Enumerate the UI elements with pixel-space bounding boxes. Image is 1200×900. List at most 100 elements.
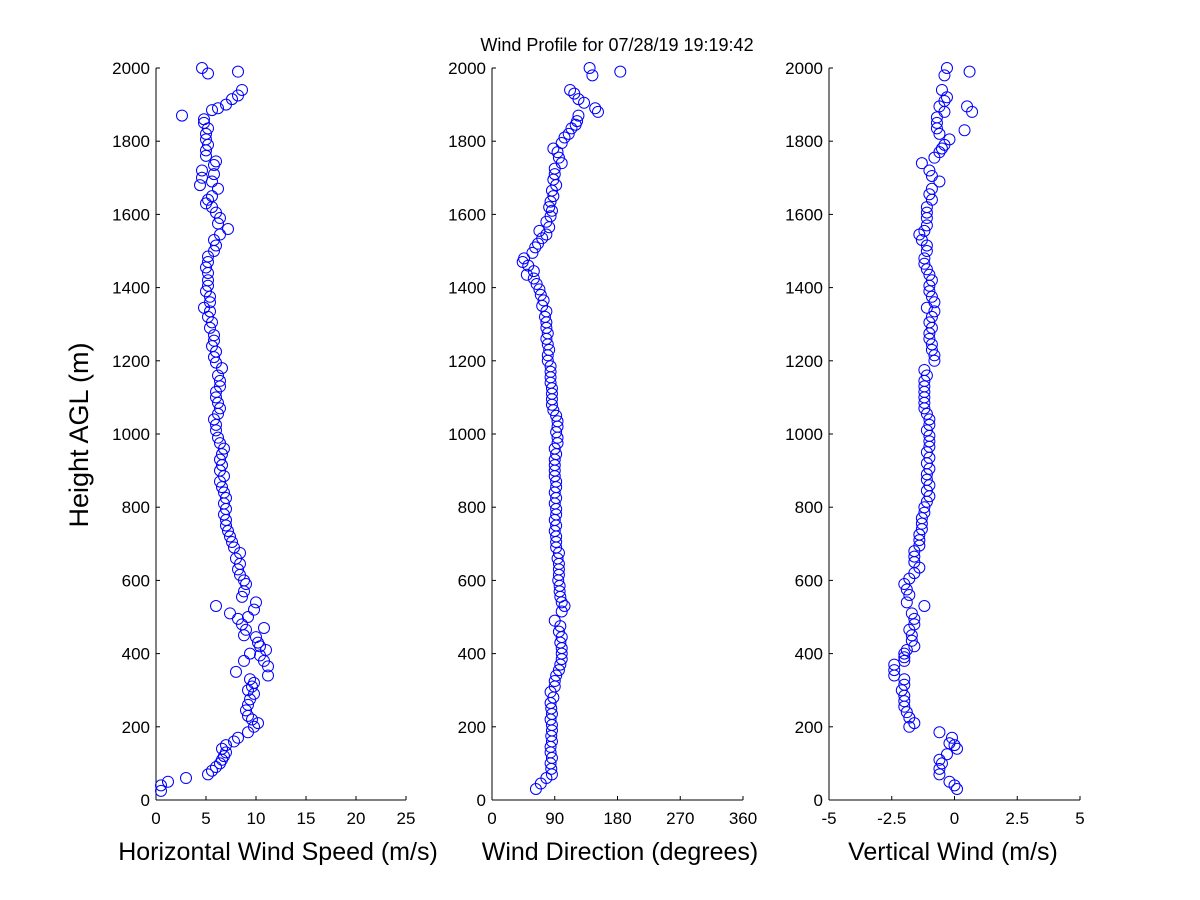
- data-point: [920, 245, 933, 257]
- x-tick-label: 0: [487, 809, 496, 828]
- data-point: [923, 164, 936, 177]
- data-point: [534, 288, 547, 301]
- data-point: [242, 698, 254, 711]
- y-tick-label: 400: [795, 645, 823, 664]
- data-point: [923, 435, 936, 448]
- data-point: [923, 268, 936, 281]
- data-point: [925, 343, 938, 356]
- data-point: [918, 252, 931, 265]
- data-point: [220, 492, 232, 505]
- panel-horizontal-wind-speed: 0 200 400 600 800 1000 1200 1400 1600 1800 2000 0 5 1…: [112, 59, 438, 866]
- data-point: [202, 274, 214, 287]
- y-tick-label: 1400: [785, 279, 823, 298]
- data-point: [545, 204, 558, 217]
- data-point: [935, 757, 948, 770]
- data-point: [571, 115, 584, 128]
- y-tick-label: 800: [122, 498, 150, 517]
- x-tick-label: 0: [950, 809, 959, 828]
- x-axis-title: Wind Direction (degrees): [482, 838, 759, 866]
- data-point: [210, 155, 222, 168]
- data-point: [212, 431, 224, 444]
- data-point: [536, 232, 549, 245]
- data-point: [908, 640, 921, 653]
- data-point: [935, 142, 948, 155]
- data-point: [232, 731, 244, 744]
- data-point: [530, 277, 543, 290]
- data-point: [568, 87, 581, 100]
- data-point: [898, 647, 911, 660]
- data-point: [951, 783, 964, 796]
- data-point: [915, 512, 928, 525]
- data-point: [220, 746, 232, 759]
- y-tick-label: 1000: [448, 425, 486, 444]
- x-tick-label: 2.5: [1005, 809, 1029, 828]
- data-point: [236, 590, 248, 603]
- data-point: [915, 234, 928, 247]
- y-tick-label: 800: [458, 498, 486, 517]
- data-point: [940, 91, 953, 104]
- data-point: [552, 625, 565, 638]
- y-tick-label: 2000: [785, 59, 823, 78]
- y-tick-label: 1400: [112, 279, 150, 298]
- data-point: [913, 528, 926, 541]
- data-point: [918, 363, 931, 376]
- data-point: [564, 83, 577, 96]
- data-point: [925, 310, 938, 323]
- data-point: [555, 605, 568, 618]
- data-point: [214, 402, 226, 415]
- y-tick-label: 600: [122, 571, 150, 590]
- data-point: [930, 116, 943, 129]
- data-point: [202, 67, 214, 80]
- data-point: [903, 711, 916, 724]
- y-tick-label: 1000: [112, 425, 150, 444]
- y-tick-label: 600: [795, 571, 823, 590]
- y-tick-label: 200: [122, 718, 150, 737]
- data-point: [196, 171, 208, 184]
- data-point: [224, 607, 236, 620]
- data-point: [527, 272, 540, 285]
- data-point: [228, 735, 240, 748]
- data-point: [933, 726, 946, 739]
- data-point: [544, 210, 557, 223]
- x-tick-label: 180: [603, 809, 631, 828]
- y-tick-label: 1800: [112, 132, 150, 151]
- data-point: [925, 169, 938, 182]
- data-point: [236, 83, 248, 96]
- data-point: [260, 643, 272, 656]
- y-tick-label: 2000: [448, 59, 486, 78]
- data-point: [918, 600, 931, 613]
- data-point: [928, 354, 941, 367]
- x-axis-title: Horizontal Wind Speed (m/s): [118, 838, 438, 866]
- data-point: [589, 102, 602, 115]
- data-point: [244, 647, 256, 660]
- data-point: [920, 206, 933, 219]
- data-point: [943, 737, 956, 750]
- x-tick-label: 5: [1075, 809, 1084, 828]
- data-point: [216, 742, 228, 755]
- data-point: [920, 263, 933, 276]
- data-point: [228, 541, 240, 554]
- data-point: [920, 407, 933, 420]
- data-point: [940, 748, 953, 761]
- data-point: [210, 391, 222, 404]
- data-point: [244, 673, 256, 686]
- y-tick-label: 400: [458, 645, 486, 664]
- data-point: [938, 94, 951, 107]
- data-point: [552, 664, 565, 677]
- x-axis-title: Vertical Wind (m/s): [848, 838, 1058, 866]
- data-point: [900, 643, 913, 656]
- data-point: [908, 618, 921, 631]
- data-point: [945, 731, 958, 744]
- data-point: [230, 665, 242, 678]
- data-point: [920, 424, 933, 437]
- data-point: [552, 151, 565, 164]
- data-point: [198, 113, 210, 126]
- y-tick-label: 1200: [785, 352, 823, 371]
- data-point: [908, 550, 921, 563]
- data-point: [552, 546, 565, 559]
- data-point: [918, 224, 931, 237]
- data-point: [923, 479, 936, 492]
- data-point: [935, 83, 948, 96]
- y-tick-label: 400: [122, 645, 150, 664]
- data-point: [214, 374, 226, 387]
